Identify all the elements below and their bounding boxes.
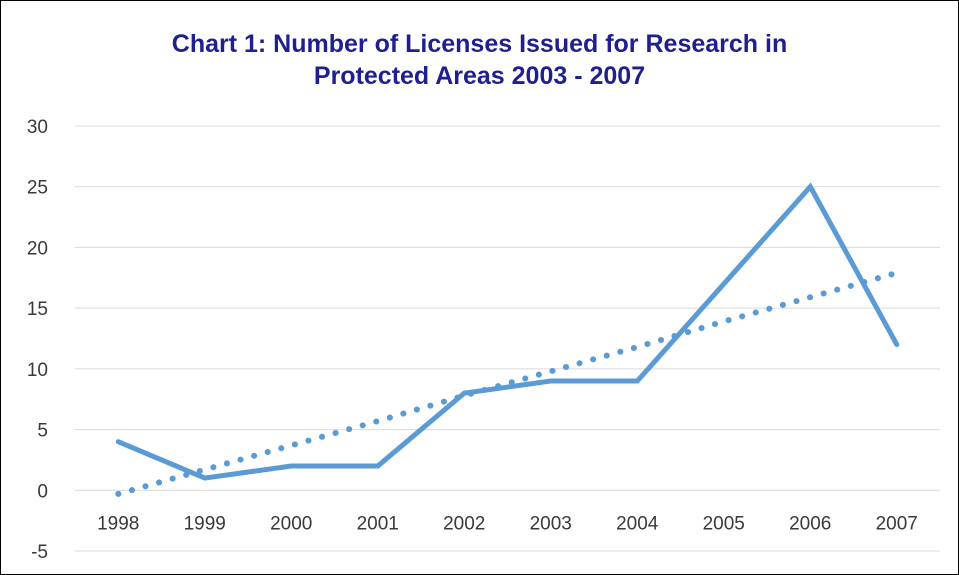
chart-title-line-1: Chart 1: Number of Licenses Issued for R… [171,30,788,58]
y-tick-label: 15 [27,299,48,320]
gridlines [75,125,940,552]
y-tick-label: 30 [27,117,48,138]
y-tick-label: 0 [37,481,48,502]
series-lines [115,182,900,497]
trendline-point [723,321,724,322]
trendline-point [204,469,205,470]
chart-title-line-2: Protected Areas 2003 - 2007 [313,62,646,90]
x-tick-label: 2000 [270,513,312,534]
x-tick-label: 1999 [184,513,226,534]
x-tick-label: 2007 [876,513,918,534]
y-axis-ticks: -5 0 5 10 15 20 25 30 [27,117,48,563]
y-tick-label: -5 [31,542,48,563]
y-tick-label: 25 [27,178,48,199]
trendline-point [637,347,638,348]
x-tick-label: 2005 [703,513,745,534]
chart-title: Chart 1: Number of Licenses Issued for R… [0,28,959,92]
x-tick-label: 1998 [97,513,139,534]
x-axis-ticks: 1998 1999 2000 2001 2002 2003 2004 2005 2006 2007 [97,513,918,534]
licenses-series-line [115,182,900,481]
y-tick-label: 10 [27,360,48,381]
x-tick-label: 2006 [789,513,831,534]
x-tick-label: 2002 [443,513,485,534]
trendline-point [291,445,292,446]
x-tick-label: 2001 [357,513,399,534]
trendline-series [115,269,900,497]
y-tick-label: 20 [27,238,48,259]
x-tick-label: 2003 [530,513,572,534]
x-tick-label: 2004 [616,513,659,534]
trendline-point [896,272,897,273]
y-tick-label: 5 [37,421,48,442]
